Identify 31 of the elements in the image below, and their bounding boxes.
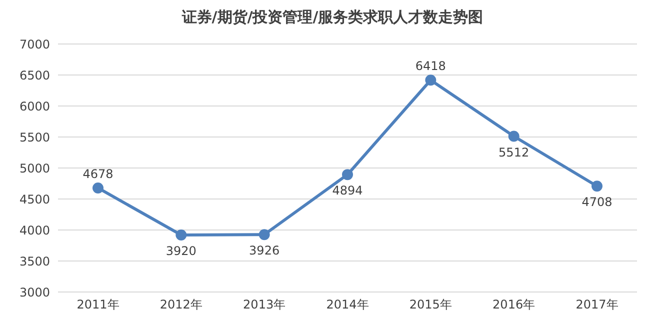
data-label: 3926 <box>249 244 280 258</box>
data-label: 4894 <box>332 184 363 198</box>
data-label: 4678 <box>82 166 114 181</box>
x-tick-label: 2011年 <box>76 298 120 312</box>
point <box>258 229 270 240</box>
chart-title: 证券/期货/投资管理/服务类求职人才数走势图 <box>180 8 484 28</box>
x-tick-label: 2015年 <box>409 298 452 312</box>
x-tick-label: 2014年 <box>326 298 369 312</box>
x-tick-label: 2012年 <box>160 298 202 312</box>
point <box>92 182 104 194</box>
y-tick-label: 4000 <box>19 223 50 238</box>
point <box>508 130 520 142</box>
y-tick-label: 4500 <box>19 192 50 206</box>
point <box>425 74 436 86</box>
y-tick-label: 7000 <box>19 37 50 52</box>
x-tick-label: 2017年 <box>576 298 618 312</box>
y-tick-label: 6000 <box>19 99 50 114</box>
data-label: 3920 <box>166 244 196 258</box>
y-tick-label: 6500 <box>19 68 50 82</box>
x-tick-label: 2013年 <box>243 298 286 312</box>
y-tick-label: 3000 <box>19 285 50 300</box>
data-label: 5512 <box>498 145 530 160</box>
y-tick-label: 5000 <box>19 161 50 176</box>
data-label: 4708 <box>582 195 612 210</box>
y-tick-label: 3500 <box>19 254 50 268</box>
point <box>342 169 353 180</box>
data-label: 6418 <box>415 59 446 74</box>
point <box>592 180 602 192</box>
x-tick-label: 2016年 <box>492 298 536 312</box>
point <box>176 229 187 240</box>
y-tick-label: 5500 <box>19 130 50 144</box>
